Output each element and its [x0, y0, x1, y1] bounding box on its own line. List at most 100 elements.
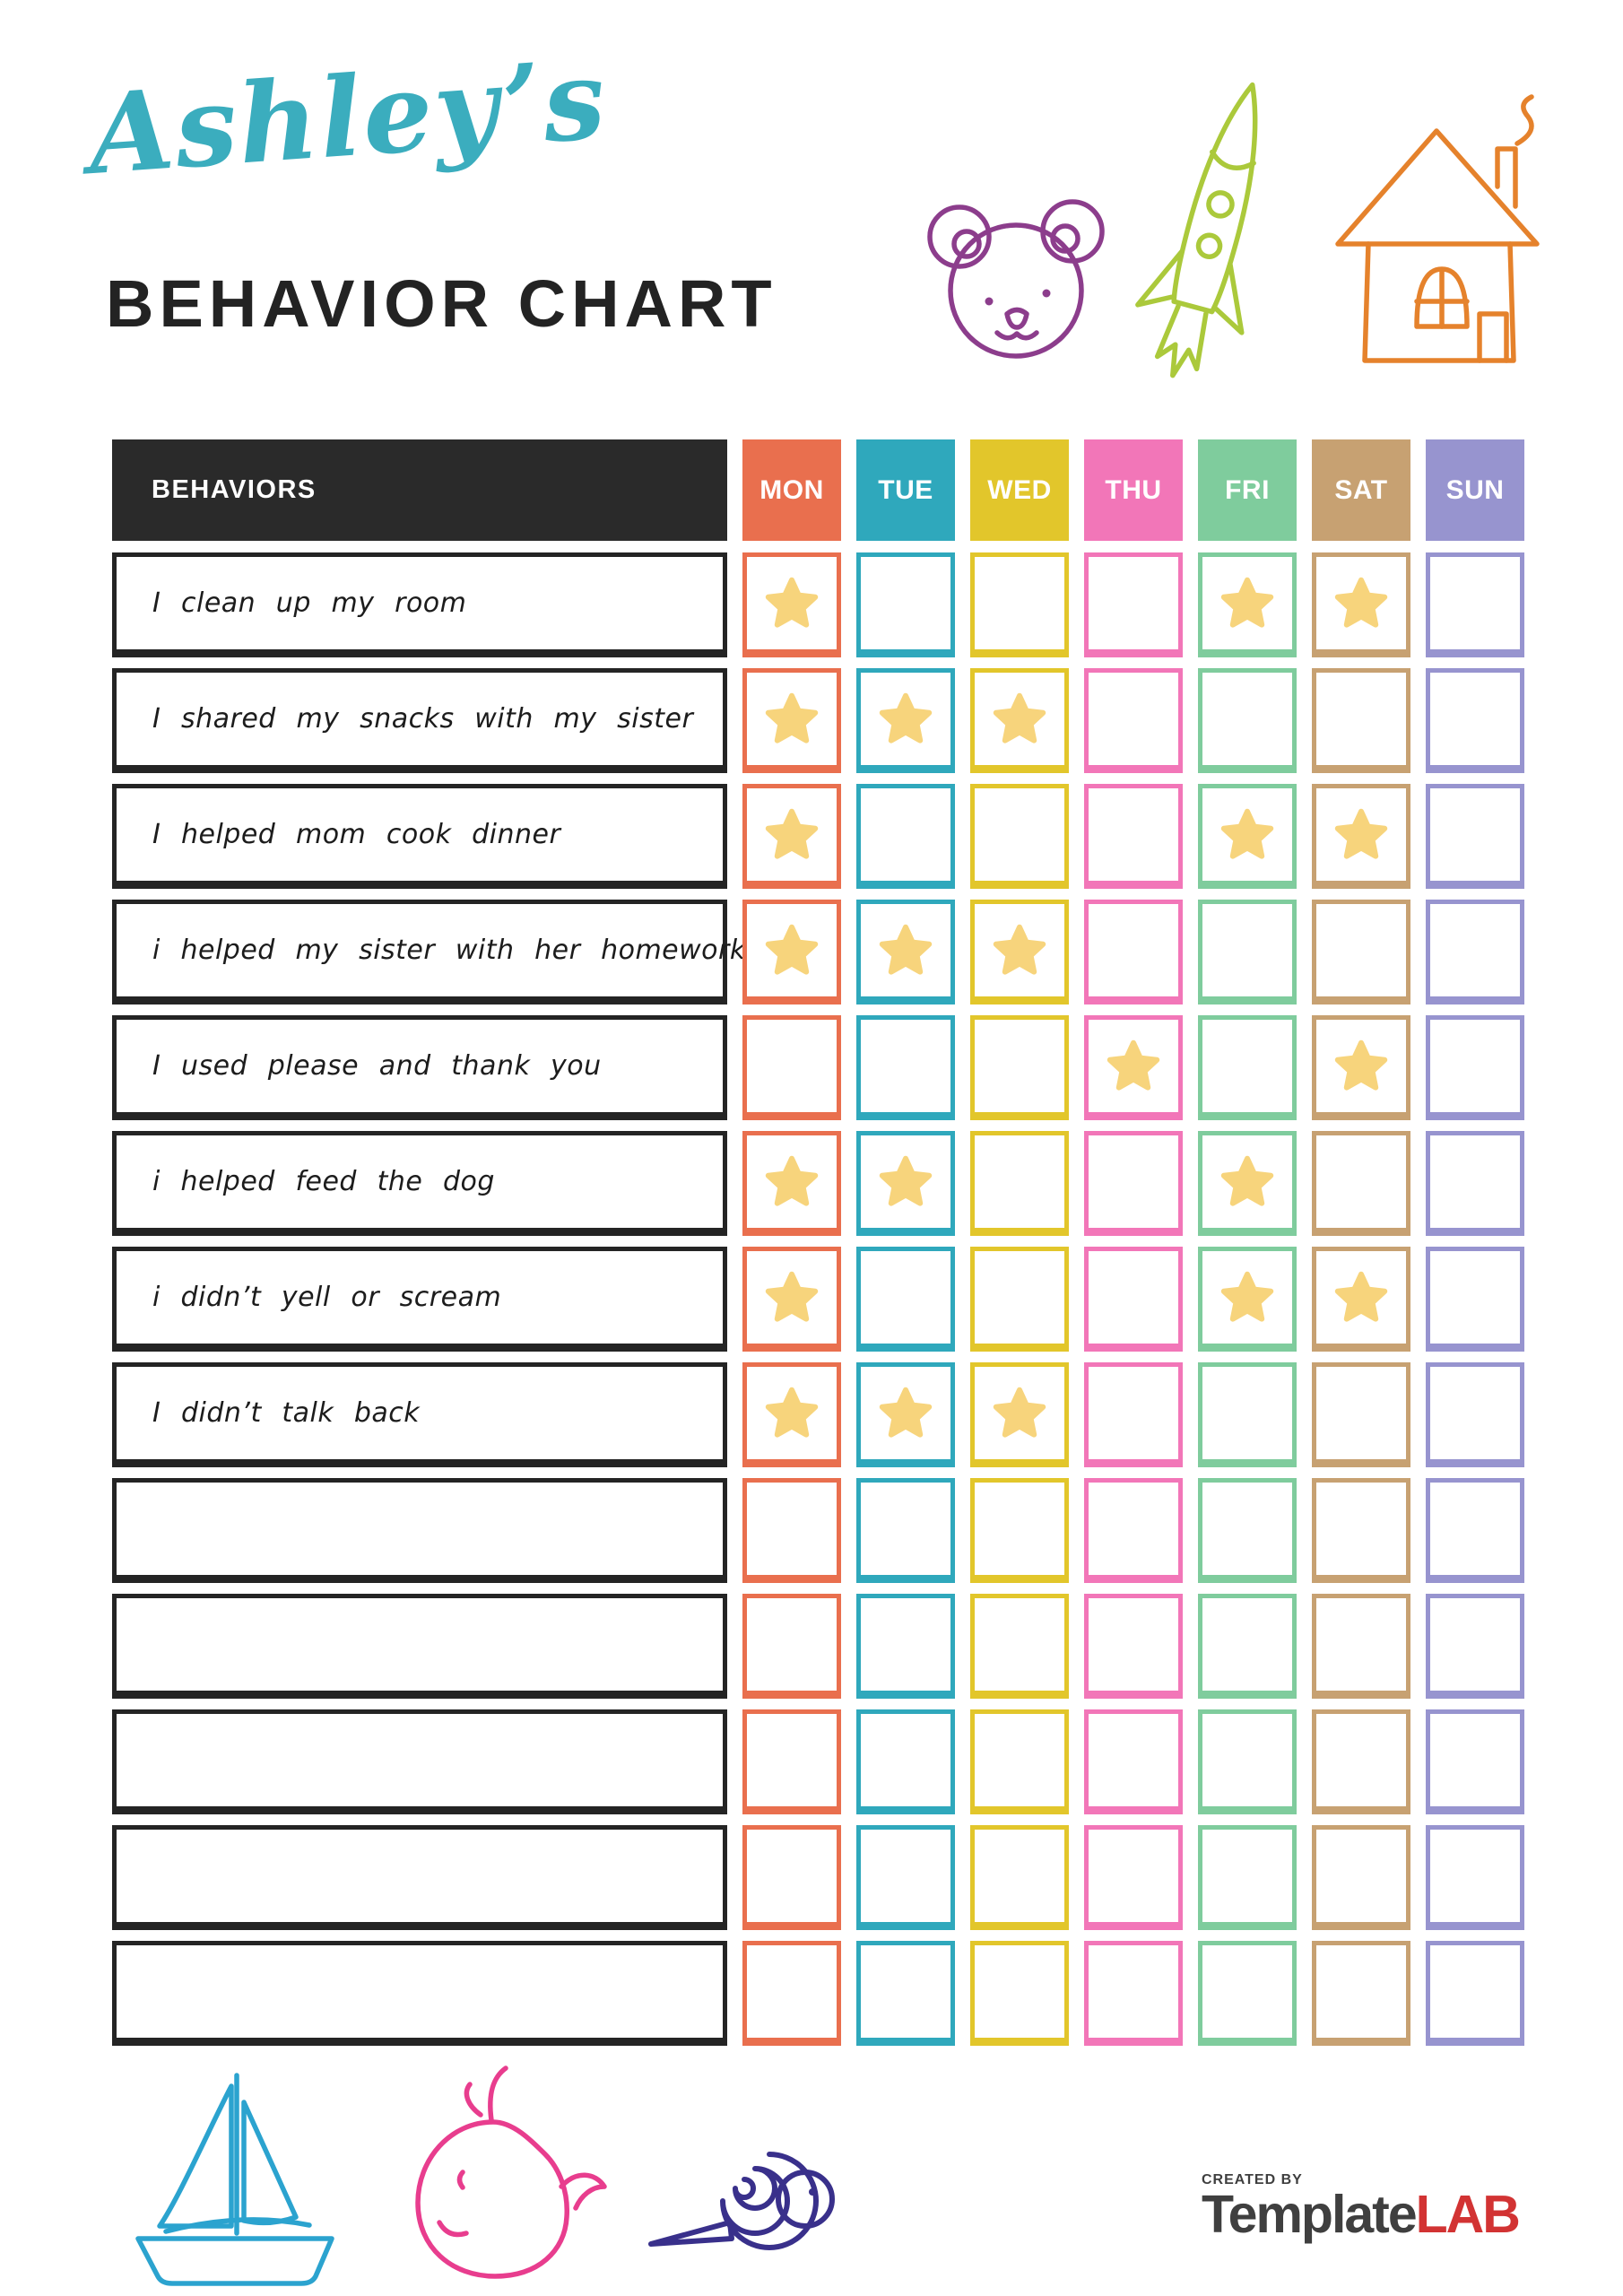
star-cell-sat[interactable] — [1312, 668, 1410, 773]
star-cell-mon[interactable] — [742, 1247, 841, 1352]
star-cell-sun[interactable] — [1426, 1478, 1524, 1583]
star-cell-sat[interactable] — [1312, 552, 1410, 657]
star-cell-wed[interactable] — [970, 784, 1069, 889]
star-cell-wed[interactable] — [970, 1594, 1069, 1699]
star-cell-tue[interactable] — [856, 1941, 955, 2046]
star-cell-sun[interactable] — [1426, 1362, 1524, 1467]
star-cell-sat[interactable] — [1312, 1594, 1410, 1699]
behavior-label-box[interactable]: I shared my snacks with my sister — [112, 668, 727, 773]
behavior-label-box[interactable] — [112, 1941, 727, 2046]
star-cell-sat[interactable] — [1312, 1131, 1410, 1236]
star-cell-sun[interactable] — [1426, 1941, 1524, 2046]
star-cell-tue[interactable] — [856, 784, 955, 889]
star-cell-mon[interactable] — [742, 1362, 841, 1467]
star-cell-mon[interactable] — [742, 1478, 841, 1583]
star-cell-sat[interactable] — [1312, 1825, 1410, 1930]
behavior-label-box[interactable] — [112, 1825, 727, 1930]
star-cell-thu[interactable] — [1084, 1131, 1183, 1236]
star-cell-tue[interactable] — [856, 1247, 955, 1352]
star-cell-wed[interactable] — [970, 900, 1069, 1004]
star-cell-sat[interactable] — [1312, 1478, 1410, 1583]
star-cell-mon[interactable] — [742, 1015, 841, 1120]
star-cell-thu[interactable] — [1084, 784, 1183, 889]
behavior-label-box[interactable]: I used please and thank you — [112, 1015, 727, 1120]
star-cell-sun[interactable] — [1426, 552, 1524, 657]
star-cell-wed[interactable] — [970, 1247, 1069, 1352]
star-cell-tue[interactable] — [856, 1362, 955, 1467]
star-cell-tue[interactable] — [856, 552, 955, 657]
star-cell-sun[interactable] — [1426, 668, 1524, 773]
star-cell-thu[interactable] — [1084, 1478, 1183, 1583]
star-cell-wed[interactable] — [970, 552, 1069, 657]
behavior-label-box[interactable]: i helped feed the dog — [112, 1131, 727, 1236]
star-cell-thu[interactable] — [1084, 1594, 1183, 1699]
star-cell-wed[interactable] — [970, 1941, 1069, 2046]
star-cell-wed[interactable] — [970, 1709, 1069, 1814]
star-cell-fri[interactable] — [1198, 900, 1297, 1004]
star-cell-mon[interactable] — [742, 1709, 841, 1814]
star-cell-thu[interactable] — [1084, 1247, 1183, 1352]
star-cell-sun[interactable] — [1426, 784, 1524, 889]
star-cell-mon[interactable] — [742, 1131, 841, 1236]
star-cell-sun[interactable] — [1426, 1825, 1524, 1930]
star-cell-wed[interactable] — [970, 1131, 1069, 1236]
star-cell-thu[interactable] — [1084, 1709, 1183, 1814]
star-cell-sun[interactable] — [1426, 1247, 1524, 1352]
star-cell-tue[interactable] — [856, 1709, 955, 1814]
star-cell-fri[interactable] — [1198, 1709, 1297, 1814]
star-cell-sat[interactable] — [1312, 1362, 1410, 1467]
star-cell-sat[interactable] — [1312, 1247, 1410, 1352]
star-cell-fri[interactable] — [1198, 668, 1297, 773]
star-cell-fri[interactable] — [1198, 1247, 1297, 1352]
star-cell-wed[interactable] — [970, 1015, 1069, 1120]
star-cell-tue[interactable] — [856, 1478, 955, 1583]
star-cell-thu[interactable] — [1084, 1362, 1183, 1467]
star-cell-fri[interactable] — [1198, 1015, 1297, 1120]
star-cell-thu[interactable] — [1084, 1941, 1183, 2046]
star-cell-sun[interactable] — [1426, 1015, 1524, 1120]
star-cell-sat[interactable] — [1312, 1015, 1410, 1120]
star-cell-sun[interactable] — [1426, 1594, 1524, 1699]
behavior-label-box[interactable]: i didn’t yell or scream — [112, 1247, 727, 1352]
star-cell-mon[interactable] — [742, 1941, 841, 2046]
star-cell-wed[interactable] — [970, 1825, 1069, 1930]
star-cell-sat[interactable] — [1312, 784, 1410, 889]
behavior-label-box[interactable]: i helped my sister with her homework — [112, 900, 745, 1004]
star-cell-mon[interactable] — [742, 1594, 841, 1699]
star-cell-thu[interactable] — [1084, 552, 1183, 657]
behavior-label-box[interactable]: I clean up my room — [112, 552, 727, 657]
star-cell-sun[interactable] — [1426, 1709, 1524, 1814]
star-cell-sat[interactable] — [1312, 1941, 1410, 2046]
behavior-label-box[interactable]: I didn’t talk back — [112, 1362, 727, 1467]
star-cell-fri[interactable] — [1198, 1131, 1297, 1236]
star-cell-sun[interactable] — [1426, 900, 1524, 1004]
star-cell-thu[interactable] — [1084, 1015, 1183, 1120]
star-cell-fri[interactable] — [1198, 1825, 1297, 1930]
star-cell-fri[interactable] — [1198, 1594, 1297, 1699]
star-cell-thu[interactable] — [1084, 668, 1183, 773]
star-cell-fri[interactable] — [1198, 1941, 1297, 2046]
behavior-label-box[interactable] — [112, 1478, 727, 1583]
star-cell-fri[interactable] — [1198, 784, 1297, 889]
star-cell-thu[interactable] — [1084, 900, 1183, 1004]
star-cell-tue[interactable] — [856, 1594, 955, 1699]
star-cell-sat[interactable] — [1312, 1709, 1410, 1814]
star-cell-sat[interactable] — [1312, 900, 1410, 1004]
star-cell-tue[interactable] — [856, 668, 955, 773]
star-cell-fri[interactable] — [1198, 1362, 1297, 1467]
star-cell-fri[interactable] — [1198, 1478, 1297, 1583]
star-cell-tue[interactable] — [856, 1131, 955, 1236]
star-cell-mon[interactable] — [742, 668, 841, 773]
behavior-label-box[interactable]: I helped mom cook dinner — [112, 784, 727, 889]
behavior-label-box[interactable] — [112, 1709, 727, 1814]
star-cell-tue[interactable] — [856, 1825, 955, 1930]
star-cell-mon[interactable] — [742, 1825, 841, 1930]
star-cell-tue[interactable] — [856, 1015, 955, 1120]
star-cell-mon[interactable] — [742, 552, 841, 657]
star-cell-wed[interactable] — [970, 1362, 1069, 1467]
star-cell-mon[interactable] — [742, 900, 841, 1004]
star-cell-wed[interactable] — [970, 1478, 1069, 1583]
star-cell-sun[interactable] — [1426, 1131, 1524, 1236]
behavior-label-box[interactable] — [112, 1594, 727, 1699]
star-cell-wed[interactable] — [970, 668, 1069, 773]
